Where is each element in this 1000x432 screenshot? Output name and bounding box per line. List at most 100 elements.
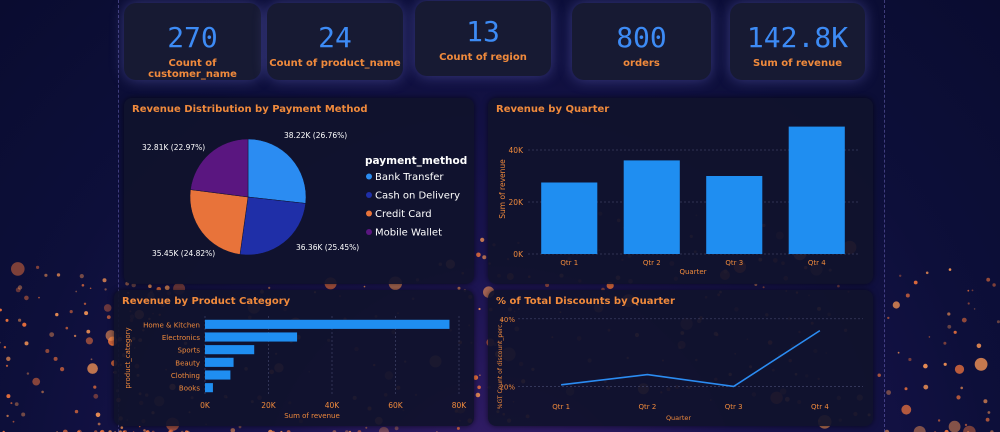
legend-title: payment_method	[365, 155, 467, 167]
particle	[69, 310, 73, 314]
chart-title: Revenue by Quarter	[496, 104, 610, 115]
particle	[928, 336, 931, 338]
bar-qtr-4	[788, 126, 845, 254]
particle	[148, 284, 152, 289]
particle	[97, 422, 101, 426]
particle	[986, 277, 991, 282]
particle	[973, 308, 976, 310]
x-tick-label: Qtr 3	[725, 259, 743, 267]
x-axis-label: Sum of revenue	[284, 412, 340, 420]
particle	[111, 343, 113, 346]
discount-series-line	[561, 329, 821, 388]
particle	[168, 429, 174, 432]
bar-electronics	[205, 332, 298, 342]
discounts-by-quarter-card[interactable]: % of Total Discounts by Quarter 20% 40% Qt…	[488, 290, 873, 426]
legend-marker	[366, 173, 372, 180]
particle	[41, 390, 44, 394]
kpi-card-regions[interactable]: 13 Count of region	[415, 1, 551, 76]
particle	[478, 307, 481, 311]
y-tick-label: Clothing	[171, 372, 200, 380]
particle	[81, 284, 85, 287]
particle	[89, 287, 92, 290]
particle	[0, 308, 2, 312]
particle	[996, 320, 1000, 324]
x-tick-label: 40K	[325, 401, 341, 410]
legend-marker	[366, 210, 372, 217]
x-tick-label: Qtr 2	[643, 259, 661, 267]
pie-data-label: 35.45K (24.82%)	[152, 249, 215, 258]
particle	[943, 362, 947, 366]
particle	[948, 420, 961, 432]
kpi-card-revenue[interactable]: 142.8K Sum of revenue	[730, 3, 865, 80]
particle	[105, 330, 117, 341]
particle	[45, 349, 50, 353]
quarter-bar-chart: 0K 20K 40K Qtr 1 Qtr 2 Qtr 3 Qtr 4 Quarter Sum o…	[498, 126, 858, 276]
y-tick-label: 40K	[509, 146, 525, 155]
particle	[86, 329, 91, 334]
particle	[100, 429, 105, 432]
page-guide-line-right	[884, 0, 885, 432]
particle	[18, 318, 22, 322]
particle	[103, 304, 112, 312]
kpi-card-customers[interactable]: 270 Count of customer_name	[124, 3, 261, 80]
particle	[55, 312, 59, 317]
kpi-label: Sum of revenue	[753, 58, 842, 69]
particle	[956, 395, 961, 400]
particle	[104, 288, 107, 291]
particle	[268, 286, 271, 289]
y-axis-label: %GT Count of discount_perc...	[497, 319, 504, 410]
particle	[230, 428, 236, 432]
particle	[32, 377, 41, 386]
particle	[93, 393, 99, 399]
particle	[943, 341, 947, 345]
x-tick-label: 0K	[200, 401, 211, 410]
particle	[164, 285, 170, 291]
revenue-by-category-card[interactable]: Revenue by Product Category 0K 20K 40K 60K 8…	[114, 290, 474, 426]
y-tick-label: Beauty	[175, 359, 200, 367]
bar-books	[205, 383, 213, 393]
pie-slice-cash-on-delivery	[239, 196, 306, 256]
particle	[74, 409, 79, 414]
particle	[948, 268, 952, 271]
particle	[905, 293, 910, 298]
kpi-value: 13	[466, 15, 500, 48]
pie-data-label: 36.36K (25.45%)	[296, 243, 359, 252]
y-tick-label: Home & Kitchen	[143, 321, 200, 329]
particle	[10, 402, 13, 405]
particle	[79, 274, 84, 279]
particle	[21, 412, 26, 417]
kpi-card-products[interactable]: 24 Count of product_name	[267, 3, 403, 80]
particle	[974, 357, 988, 371]
bar-sports	[205, 345, 255, 355]
particle	[15, 287, 21, 293]
kpi-value: 24	[318, 21, 352, 54]
particle	[482, 255, 487, 260]
particle	[22, 322, 27, 327]
revenue-by-quarter-card[interactable]: Revenue by Quarter 0K 20K 40K Qtr 1 Qtr 2 Qtr…	[488, 98, 873, 284]
particle	[961, 317, 967, 323]
particle	[477, 385, 481, 390]
x-tick-label: Qtr 1	[552, 403, 570, 411]
particle	[960, 386, 963, 390]
particle	[964, 423, 968, 427]
particle	[10, 262, 25, 276]
kpi-card-orders[interactable]: 800 orders	[572, 3, 711, 80]
particle	[992, 283, 996, 287]
particle	[6, 414, 9, 418]
particle	[899, 274, 902, 277]
particle	[545, 283, 550, 287]
particle	[886, 390, 891, 395]
payment-method-pie-card[interactable]: Revenue Distribution by Payment Method 3…	[124, 98, 474, 284]
y-axis-label: product_category	[124, 327, 132, 388]
particle	[976, 343, 982, 349]
particle	[473, 375, 479, 380]
particle	[476, 252, 481, 258]
legend-item: Mobile Wallet	[375, 228, 442, 239]
particle	[947, 312, 951, 316]
particle	[457, 286, 461, 290]
particle	[5, 318, 9, 322]
x-axis-label: Quarter	[679, 268, 706, 276]
pie-chart: 38.22K (26.76%) 36.36K (25.45%) 35.45K (24…	[142, 131, 467, 258]
particle	[75, 290, 78, 293]
particle	[892, 301, 900, 309]
